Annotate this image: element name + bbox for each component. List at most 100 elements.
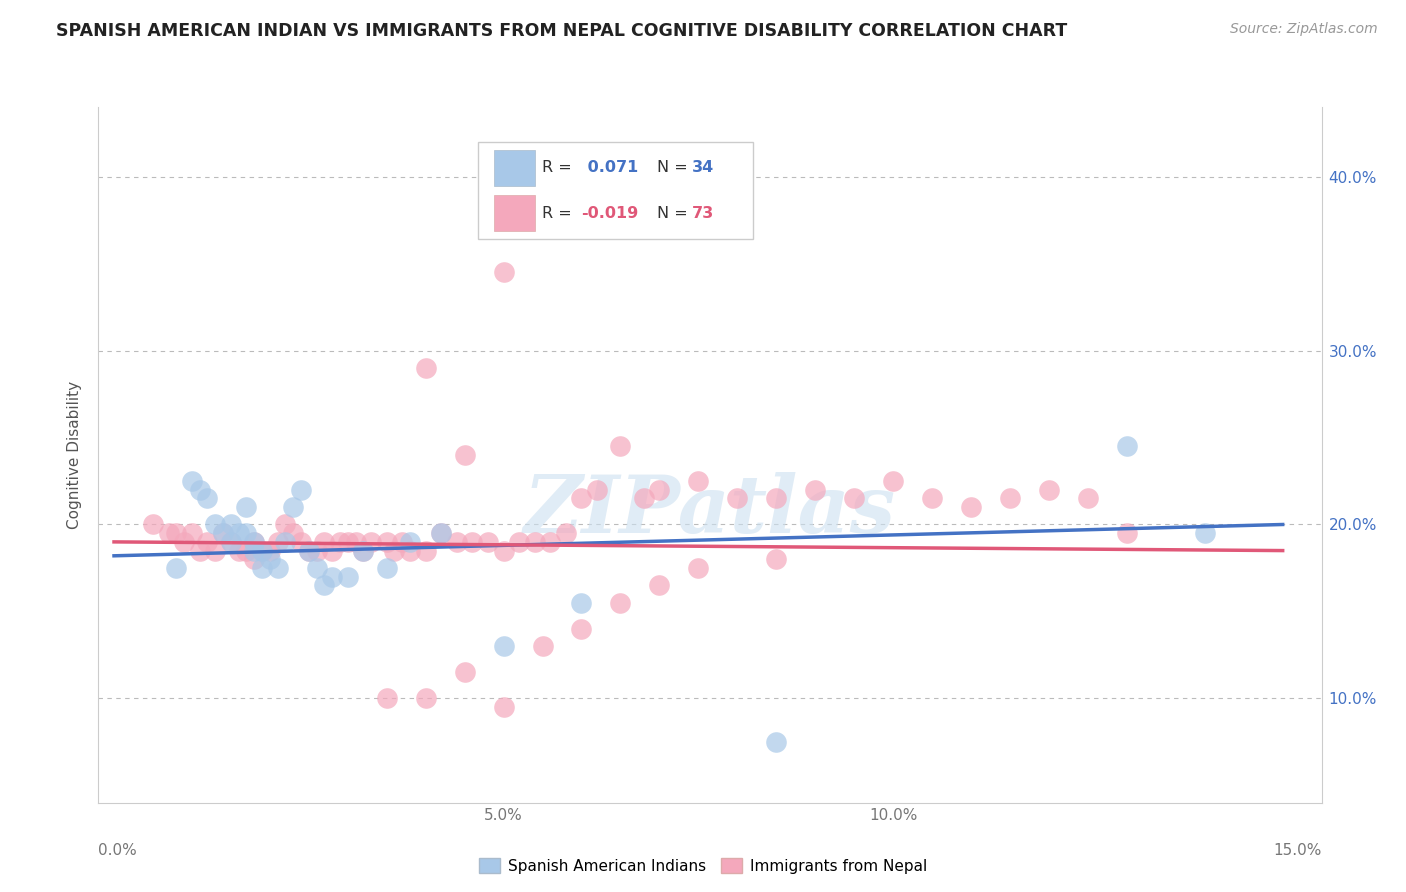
Point xyxy=(688,561,710,575)
Point xyxy=(204,517,226,532)
Point xyxy=(243,534,266,549)
Text: -0.019: -0.019 xyxy=(582,206,638,220)
Text: 0.0%: 0.0% xyxy=(98,843,138,858)
Point xyxy=(165,561,187,575)
Point xyxy=(212,526,235,541)
Point xyxy=(399,534,422,549)
Point xyxy=(453,448,475,462)
Point xyxy=(336,534,359,549)
Point xyxy=(538,534,561,549)
Point xyxy=(523,534,546,549)
Text: SPANISH AMERICAN INDIAN VS IMMIGRANTS FROM NEPAL COGNITIVE DISABILITY CORRELATIO: SPANISH AMERICAN INDIAN VS IMMIGRANTS FR… xyxy=(56,22,1067,40)
Point xyxy=(384,543,406,558)
Point xyxy=(453,665,475,680)
Point xyxy=(492,265,515,279)
Point xyxy=(571,491,593,506)
Point xyxy=(554,526,576,541)
Point xyxy=(375,534,398,549)
Point xyxy=(375,561,398,575)
Point xyxy=(250,543,273,558)
Point xyxy=(243,552,266,566)
FancyBboxPatch shape xyxy=(494,150,536,186)
Point xyxy=(250,561,273,575)
Point xyxy=(998,491,1021,506)
Text: R =: R = xyxy=(543,161,578,176)
Point xyxy=(274,534,297,549)
Point xyxy=(648,483,671,497)
FancyBboxPatch shape xyxy=(494,195,536,231)
Point xyxy=(212,526,235,541)
Text: 73: 73 xyxy=(692,206,714,220)
Point xyxy=(290,483,312,497)
Point xyxy=(430,526,453,541)
Point xyxy=(725,491,748,506)
Point xyxy=(344,534,367,549)
Point xyxy=(571,596,593,610)
Point xyxy=(228,526,250,541)
Point xyxy=(250,543,273,558)
Text: 34: 34 xyxy=(692,161,714,176)
Point xyxy=(1115,439,1137,453)
Point xyxy=(180,474,202,488)
Point xyxy=(235,526,257,541)
Point xyxy=(415,543,437,558)
Point xyxy=(586,483,609,497)
Point xyxy=(921,491,943,506)
Point xyxy=(314,578,336,592)
Point xyxy=(243,534,266,549)
Legend: Spanish American Indians, Immigrants from Nepal: Spanish American Indians, Immigrants fro… xyxy=(472,852,934,880)
Point xyxy=(352,543,374,558)
Point xyxy=(197,491,219,506)
Point xyxy=(266,534,288,549)
Point xyxy=(266,561,288,575)
Point xyxy=(235,543,257,558)
Point xyxy=(446,534,468,549)
Point xyxy=(508,534,530,549)
Point xyxy=(844,491,866,506)
Point xyxy=(765,491,787,506)
Point xyxy=(336,570,359,584)
Point xyxy=(609,596,631,610)
Point xyxy=(765,735,787,749)
Point xyxy=(305,543,328,558)
Point xyxy=(648,578,671,592)
Point xyxy=(188,483,211,497)
FancyBboxPatch shape xyxy=(478,142,752,239)
Point xyxy=(1194,526,1216,541)
Point xyxy=(399,543,422,558)
Point xyxy=(298,543,321,558)
Point xyxy=(492,700,515,714)
Point xyxy=(142,517,165,532)
Point xyxy=(461,534,484,549)
Point xyxy=(352,543,374,558)
Point xyxy=(180,526,202,541)
Point xyxy=(235,500,257,514)
Point xyxy=(531,639,554,653)
Point xyxy=(173,534,195,549)
Point xyxy=(259,543,281,558)
Point xyxy=(415,361,437,376)
Text: N =: N = xyxy=(658,161,693,176)
Point xyxy=(804,483,827,497)
Text: 15.0%: 15.0% xyxy=(1274,843,1322,858)
Point xyxy=(305,561,328,575)
Point xyxy=(571,622,593,636)
Point xyxy=(314,534,336,549)
Point xyxy=(688,474,710,488)
Point xyxy=(243,543,266,558)
Point xyxy=(960,500,983,514)
Point xyxy=(188,543,211,558)
Point xyxy=(219,517,242,532)
Point xyxy=(492,543,515,558)
Point xyxy=(329,534,352,549)
Point xyxy=(165,526,187,541)
Point xyxy=(283,500,305,514)
Y-axis label: Cognitive Disability: Cognitive Disability xyxy=(67,381,83,529)
Point xyxy=(609,439,631,453)
Text: 0.071: 0.071 xyxy=(582,161,638,176)
Point xyxy=(430,526,453,541)
Point xyxy=(321,570,343,584)
Text: N =: N = xyxy=(658,206,693,220)
Point xyxy=(375,691,398,706)
Point xyxy=(219,534,242,549)
